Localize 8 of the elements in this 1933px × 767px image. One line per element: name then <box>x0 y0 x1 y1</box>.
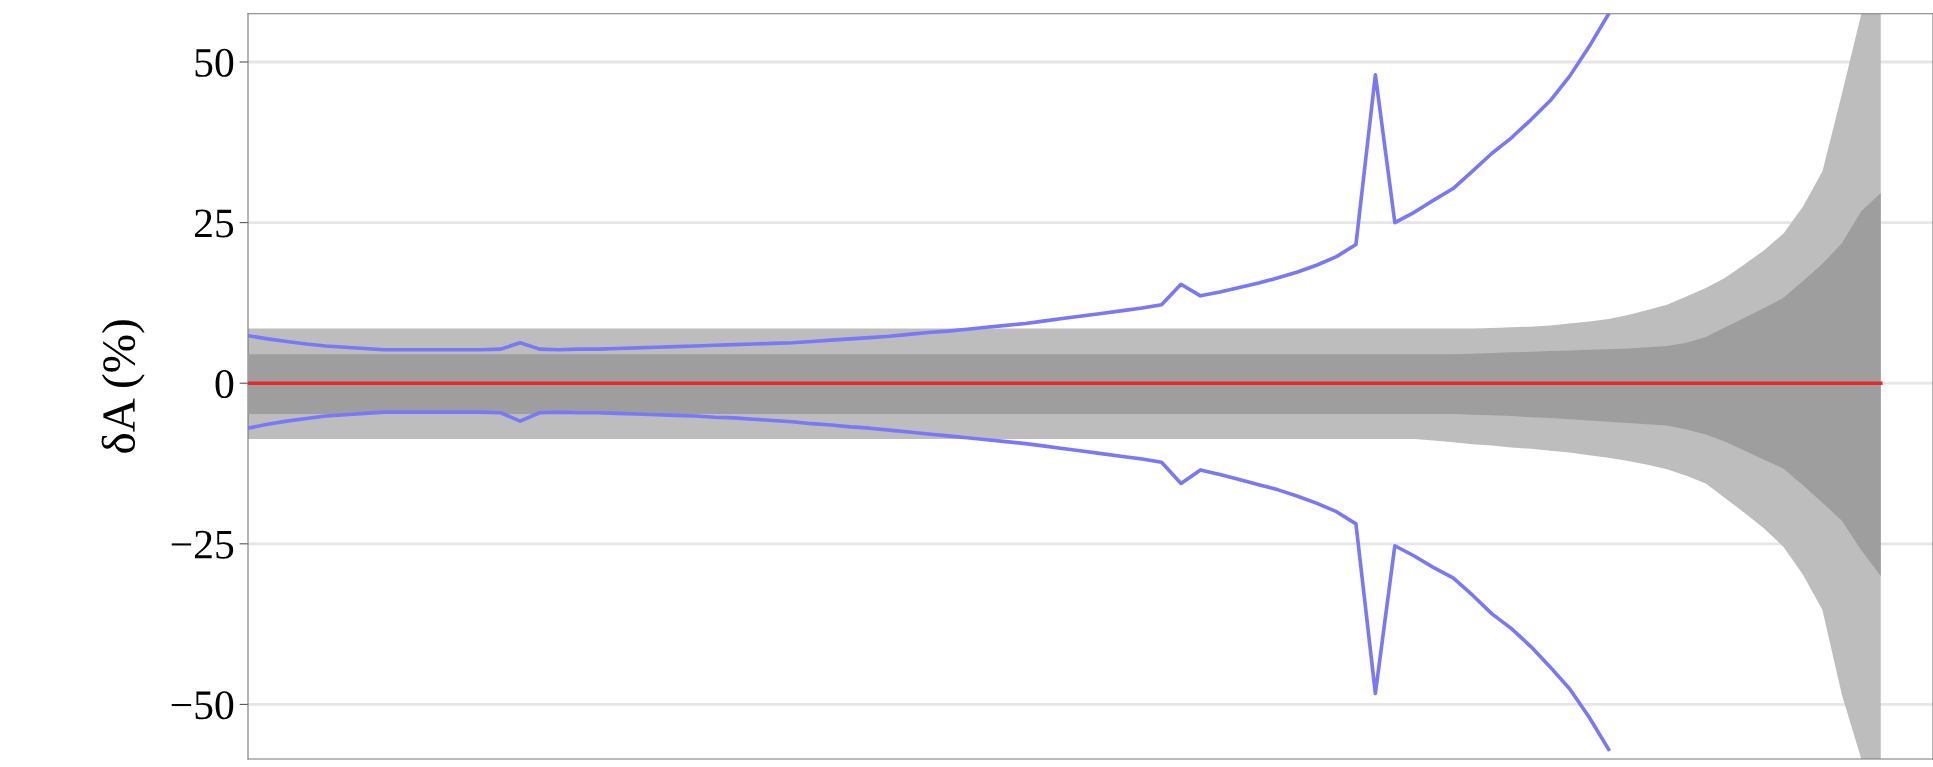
y-tick-label: 0 <box>215 369 234 399</box>
y-axis-title: δA (%) <box>101 320 145 453</box>
line-series <box>248 410 1611 752</box>
y-tick-label: −25 <box>171 530 234 559</box>
line-series <box>248 13 1611 352</box>
y-tick-label: −50 <box>171 691 234 720</box>
y-tick-label: 25 <box>194 209 234 238</box>
y-tick-label: 50 <box>195 48 234 77</box>
